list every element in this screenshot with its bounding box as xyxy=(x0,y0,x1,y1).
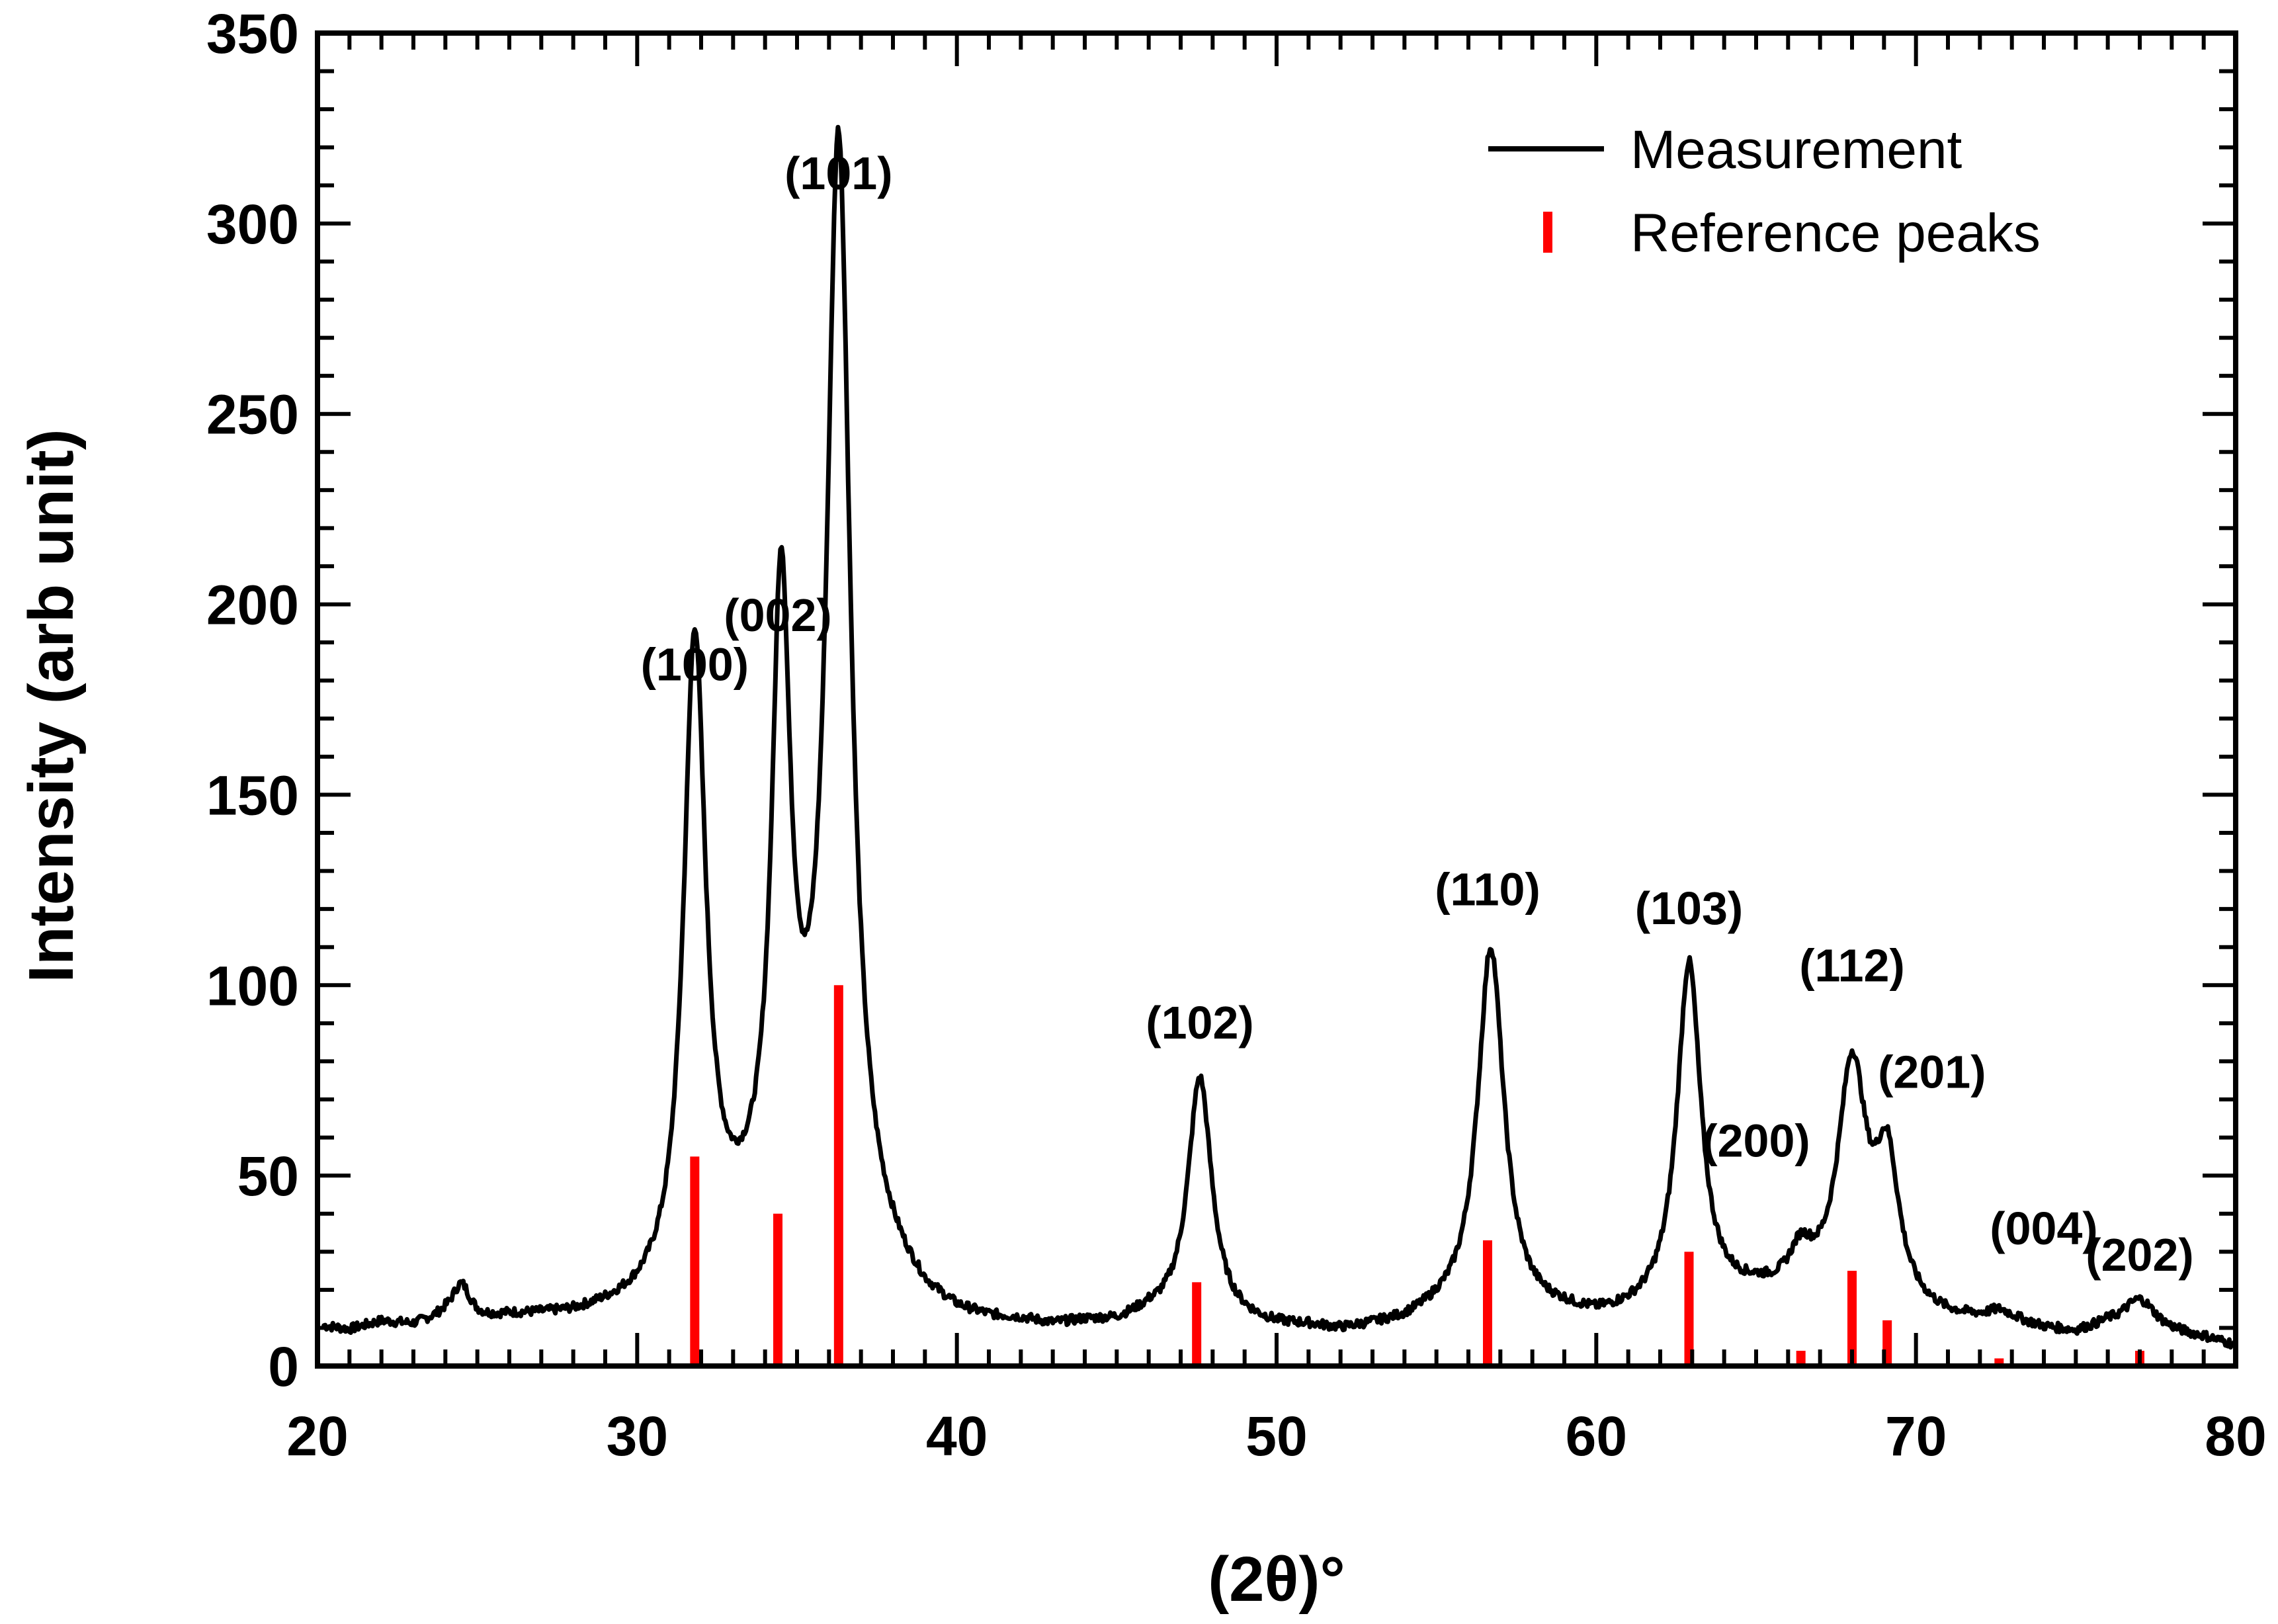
peak-label: (103) xyxy=(1635,882,1743,934)
y-tick-label: 100 xyxy=(206,955,299,1017)
y-tick-label: 250 xyxy=(206,384,299,446)
peak-label: (002) xyxy=(724,589,831,641)
tick-labels-layer: 20 30 40 50 60 70 80 0 50 100 150 200 250 300 350 xyxy=(206,3,2267,1467)
legend-reference-swatch xyxy=(1543,212,1552,253)
x-tick-label: 20 xyxy=(286,1405,348,1467)
reference-peak-bar xyxy=(690,1156,700,1366)
y-tick-label: 150 xyxy=(206,764,299,826)
peak-label: (112) xyxy=(1799,940,1905,992)
x-tick-label: 50 xyxy=(1245,1405,1307,1467)
x-tick-label: 40 xyxy=(926,1405,988,1467)
y-axis-title: Intensity (arb unit) xyxy=(16,429,87,982)
reference-peak-bar xyxy=(1994,1358,2004,1366)
legend: Measurement Reference peaks xyxy=(1488,120,2041,263)
measurement-line xyxy=(321,124,2238,1350)
x-tick-label: 80 xyxy=(2205,1405,2266,1467)
axis-ticks-layer xyxy=(316,31,2238,1368)
y-tick-label: 350 xyxy=(206,3,299,65)
peak-label: (100) xyxy=(641,639,749,691)
y-tick-label: 200 xyxy=(206,574,299,636)
reference-peak-bar xyxy=(773,1213,782,1366)
y-tick-label: 0 xyxy=(268,1336,299,1398)
reference-peak-bar xyxy=(1483,1240,1492,1366)
x-tick-label: 30 xyxy=(607,1405,668,1467)
x-axis-title: (2θ)° xyxy=(1208,1544,1345,1615)
peak-label: (202) xyxy=(2086,1229,2193,1281)
legend-measurement-label: Measurement xyxy=(1630,120,1962,180)
reference-peak-bar xyxy=(1847,1271,1857,1366)
peak-label: (110) xyxy=(1435,863,1540,915)
reference-peak-bar xyxy=(1192,1282,1202,1366)
peak-label: (201) xyxy=(1878,1047,1986,1098)
peak-label: (101) xyxy=(784,148,892,199)
peak-label: (004) xyxy=(1990,1203,2097,1254)
y-tick-label: 300 xyxy=(206,193,299,255)
x-tick-label: 60 xyxy=(1566,1405,1627,1467)
legend-reference-label: Reference peaks xyxy=(1630,203,2041,263)
peak-label: (200) xyxy=(1702,1115,1810,1166)
reference-peak-bar xyxy=(1684,1252,1694,1366)
peak-label: (102) xyxy=(1146,997,1253,1048)
reference-peak-bar xyxy=(833,985,843,1366)
x-tick-label: 70 xyxy=(1885,1405,1947,1467)
y-tick-label: 50 xyxy=(237,1145,299,1207)
reference-peak-bar xyxy=(1796,1350,1806,1366)
peak-labels-layer: (100)(002) (101) (102) (110) (103) (200) (112)… xyxy=(641,148,2194,1281)
